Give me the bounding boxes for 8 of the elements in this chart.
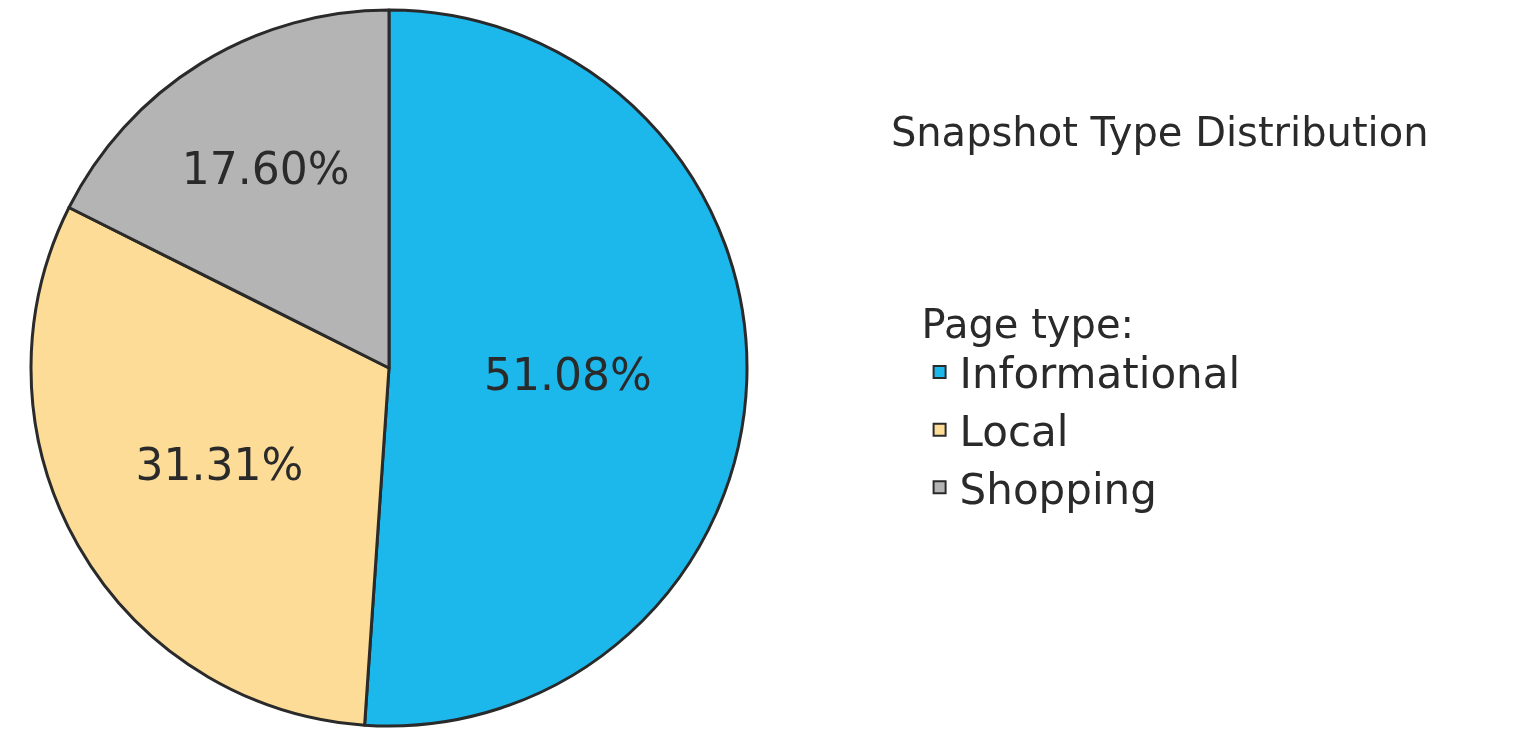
legend-title: Page type: — [921, 301, 1134, 348]
legend-label: Informational — [959, 349, 1241, 399]
text: Snapshot Type Distribution — [890, 109, 1429, 156]
data-label: 31.31% — [135, 439, 304, 491]
data-label: 51.08% — [484, 348, 652, 400]
legend-label: Shopping — [959, 464, 1157, 514]
data-label: 17.60% — [181, 142, 350, 194]
legend-label: Local — [959, 407, 1069, 457]
